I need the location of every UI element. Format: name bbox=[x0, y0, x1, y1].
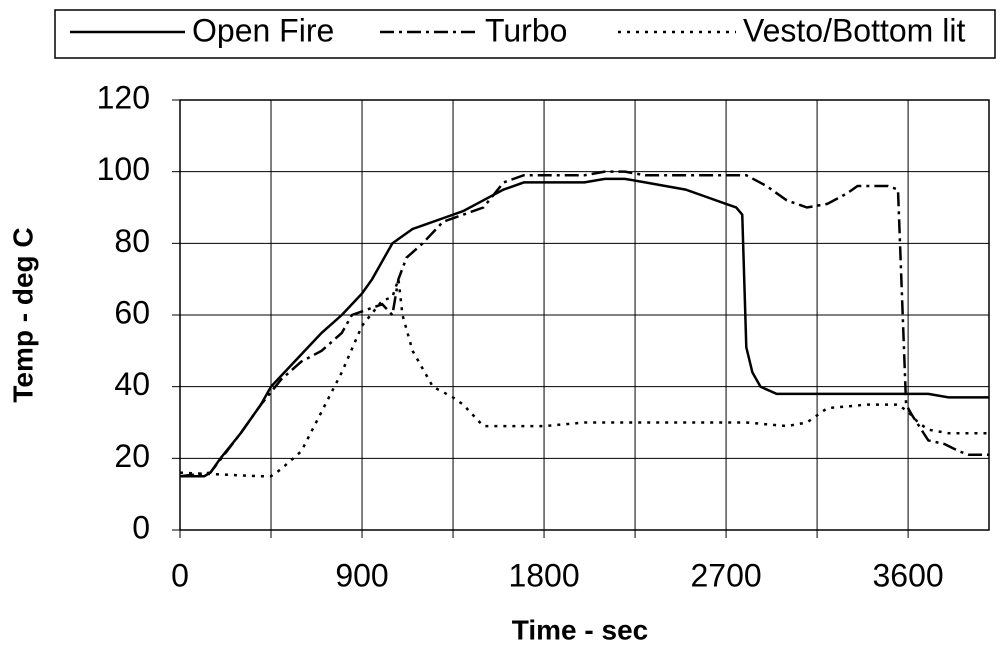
x-tick-label: 3600 bbox=[873, 557, 944, 593]
y-tick-label: 120 bbox=[97, 79, 150, 115]
x-tick-label: 2700 bbox=[690, 557, 761, 593]
plot-frame bbox=[179, 99, 990, 531]
legend-label: Turbo bbox=[485, 12, 567, 48]
legend-label: Open Fire bbox=[192, 12, 334, 48]
series-line bbox=[179, 170, 989, 478]
y-tick-label: 40 bbox=[114, 366, 150, 402]
x-tick-label: 1800 bbox=[508, 557, 579, 593]
legend-label: Vesto/Bottom lit bbox=[743, 12, 965, 48]
y-tick-label: 0 bbox=[132, 509, 150, 545]
x-tick-label: 0 bbox=[171, 557, 189, 593]
y-tick-label: 80 bbox=[114, 223, 150, 259]
y-tick-label: 60 bbox=[114, 294, 150, 330]
x-axis-label: Time - sec bbox=[512, 614, 648, 645]
series-line bbox=[179, 278, 989, 478]
series-line bbox=[180, 177, 989, 478]
y-axis-label: Temp - deg C bbox=[7, 227, 38, 402]
y-tick-label: 20 bbox=[114, 438, 150, 474]
x-tick-label: 900 bbox=[335, 557, 388, 593]
y-tick-label: 100 bbox=[97, 151, 150, 187]
legend-box bbox=[54, 9, 996, 59]
